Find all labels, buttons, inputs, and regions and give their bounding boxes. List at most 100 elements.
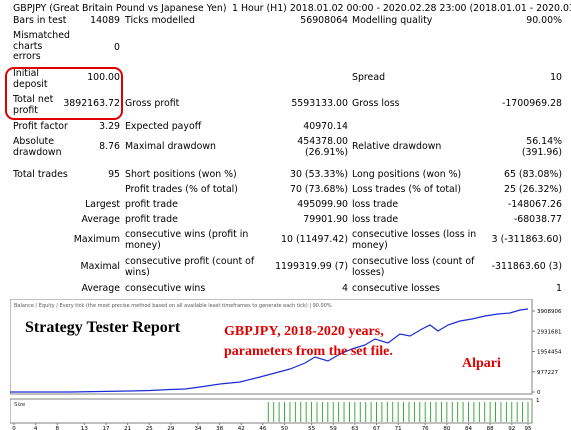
llt-value: -148067.26 bbox=[507, 199, 562, 210]
alt-value: -68038.77 bbox=[513, 214, 562, 225]
x-tick-label: 50 bbox=[281, 426, 288, 430]
spread-label: Spread bbox=[352, 72, 386, 83]
ep-value: 40970.14 bbox=[303, 121, 348, 132]
deposit-value: 100.00 bbox=[87, 72, 120, 83]
trades-label: Total trades bbox=[13, 169, 68, 180]
y-axis: 3908906 2931681 1954454 977227 0 bbox=[532, 309, 562, 396]
mismatched-value: 0 bbox=[114, 42, 120, 53]
symbol-text: GBPJPY (Great Britain Pound vs Japanese … bbox=[13, 3, 227, 14]
mcw-label: consecutive wins (profit in money) bbox=[125, 229, 249, 251]
apt-value: 79901.90 bbox=[303, 214, 348, 225]
acw-label: consecutive wins bbox=[125, 283, 206, 294]
x-tick-label: 59 bbox=[330, 426, 337, 430]
bars-value: 14089 bbox=[90, 15, 120, 26]
x-tick-label: 38 bbox=[216, 426, 223, 430]
x-tick-label: 4 bbox=[34, 426, 38, 430]
pt-value: 70 (73.68%) bbox=[290, 184, 348, 195]
x-tick-label: 25 bbox=[146, 426, 153, 430]
overlay-note-line2: parameters from the set file. bbox=[224, 344, 393, 359]
lt-label: Loss trades (% of total) bbox=[352, 184, 462, 195]
trades-value: 95 bbox=[108, 169, 120, 180]
mismatched-label: Mismatched charts errors bbox=[13, 30, 70, 62]
maximum-label: Maximum bbox=[73, 234, 120, 245]
x-tick-label: 88 bbox=[487, 426, 494, 430]
balance-line bbox=[10, 308, 529, 393]
grossprofit-label: Gross profit bbox=[125, 98, 180, 109]
absdd-label: Absolute drawdown bbox=[13, 136, 62, 158]
x-tick-label: 95 bbox=[525, 426, 532, 430]
maximal-label: Maximal bbox=[80, 261, 120, 272]
netprofit-label: Total net profit bbox=[13, 94, 54, 116]
ep-label: Expected payoff bbox=[125, 121, 202, 132]
maxdd-value: 454378.00 (26.91%) bbox=[297, 136, 348, 158]
mcls-value: -311863.60 (3) bbox=[491, 261, 562, 272]
mq-value: 90.00% bbox=[526, 15, 562, 26]
chart-main-frame bbox=[10, 299, 533, 395]
x-tick-label: 13 bbox=[81, 426, 88, 430]
ticks-label: Ticks modelled bbox=[125, 15, 196, 26]
largest-label: Largest bbox=[85, 199, 120, 210]
x-tick-label: 63 bbox=[351, 426, 358, 430]
acl-label: consecutive losses bbox=[352, 283, 440, 294]
maxdd-label: Maximal drawdown bbox=[125, 141, 216, 152]
x-tick-label: 67 bbox=[373, 426, 380, 430]
x-tick-label: 8 bbox=[56, 426, 60, 430]
absdd-value: 8.76 bbox=[99, 141, 120, 152]
grossloss-value: -1700969.28 bbox=[501, 98, 562, 109]
x-axis: 0 4 8 13 17 21 25 29 34 38 42 46 50 55 59 63 67 71 76 80 84 8… bbox=[12, 423, 532, 430]
average2-label: Average bbox=[81, 283, 121, 294]
y-tick-label: 1954454 bbox=[537, 350, 562, 356]
ticks-value: 56908064 bbox=[300, 15, 348, 26]
mcw-value: 10 (11497.42) bbox=[281, 234, 348, 245]
x-tick-label: 21 bbox=[124, 426, 131, 430]
balance-chart: Balance / Equity / Every tick (the most … bbox=[10, 299, 562, 430]
size-label: Size bbox=[14, 402, 26, 408]
y-tick-label: 0 bbox=[537, 390, 541, 396]
size-panel-frame bbox=[10, 398, 533, 424]
size-bars bbox=[267, 402, 529, 422]
pt-label: Profit trades (% of total) bbox=[125, 184, 238, 195]
x-tick-label: 29 bbox=[167, 426, 174, 430]
x-tick-label: 80 bbox=[443, 426, 450, 430]
x-tick-label: 42 bbox=[238, 426, 245, 430]
short-value: 30 (53.33%) bbox=[290, 169, 348, 180]
x-tick-label: 46 bbox=[259, 426, 266, 430]
lt-value: 25 (26.32%) bbox=[504, 184, 562, 195]
spread-value: 10 bbox=[550, 72, 562, 83]
mq-label: Modelling quality bbox=[352, 15, 433, 26]
y-tick-label: 977227 bbox=[537, 370, 558, 376]
grossprofit-value: 5593133.00 bbox=[291, 98, 348, 109]
apt-label: profit trade bbox=[125, 214, 178, 225]
deposit-label: Initial deposit bbox=[13, 68, 48, 90]
x-tick-label: 71 bbox=[395, 426, 402, 430]
mcl-label: consecutive losses (loss in money) bbox=[352, 229, 477, 251]
llt-label: loss trade bbox=[352, 199, 399, 210]
x-tick-label: 84 bbox=[465, 426, 472, 430]
overlay-broker: Alpari bbox=[462, 356, 501, 371]
mcls-label: consecutive loss (count of losses) bbox=[352, 256, 475, 278]
x-tick-label: 34 bbox=[194, 426, 201, 430]
chart-legend: Balance / Equity / Every tick (the most … bbox=[14, 303, 332, 309]
y-tick-label: 2931681 bbox=[537, 329, 562, 335]
mcp-label: consecutive profit (count of wins) bbox=[125, 256, 255, 278]
acw-value: 4 bbox=[342, 283, 348, 294]
x-tick-label: 92 bbox=[508, 426, 515, 430]
average-label: Average bbox=[81, 214, 121, 225]
bars-label: Bars in test bbox=[13, 15, 67, 26]
pf-label: Profit factor bbox=[13, 121, 68, 132]
alt-label: loss trade bbox=[352, 214, 399, 225]
overlay-note-line1: GBPJPY, 2018-2020 years, bbox=[224, 324, 384, 339]
netprofit-value: 3892163.72 bbox=[63, 98, 120, 109]
pf-value: 3.29 bbox=[99, 121, 120, 132]
overlay-title: Strategy Tester Report bbox=[25, 319, 181, 336]
short-label: Short positions (won %) bbox=[125, 169, 237, 180]
x-tick-label: 17 bbox=[102, 426, 109, 430]
reldd-label: Relative drawdown bbox=[352, 141, 442, 152]
reldd-value: 56.14% (391.96) bbox=[521, 136, 562, 158]
highlight-box bbox=[5, 67, 123, 120]
long-value: 65 (83.08%) bbox=[504, 169, 562, 180]
lpt-value: 495099.90 bbox=[297, 199, 348, 210]
size-level-label: 1 bbox=[536, 398, 540, 404]
x-tick-label: 76 bbox=[422, 426, 429, 430]
lpt-label: profit trade bbox=[125, 199, 178, 210]
